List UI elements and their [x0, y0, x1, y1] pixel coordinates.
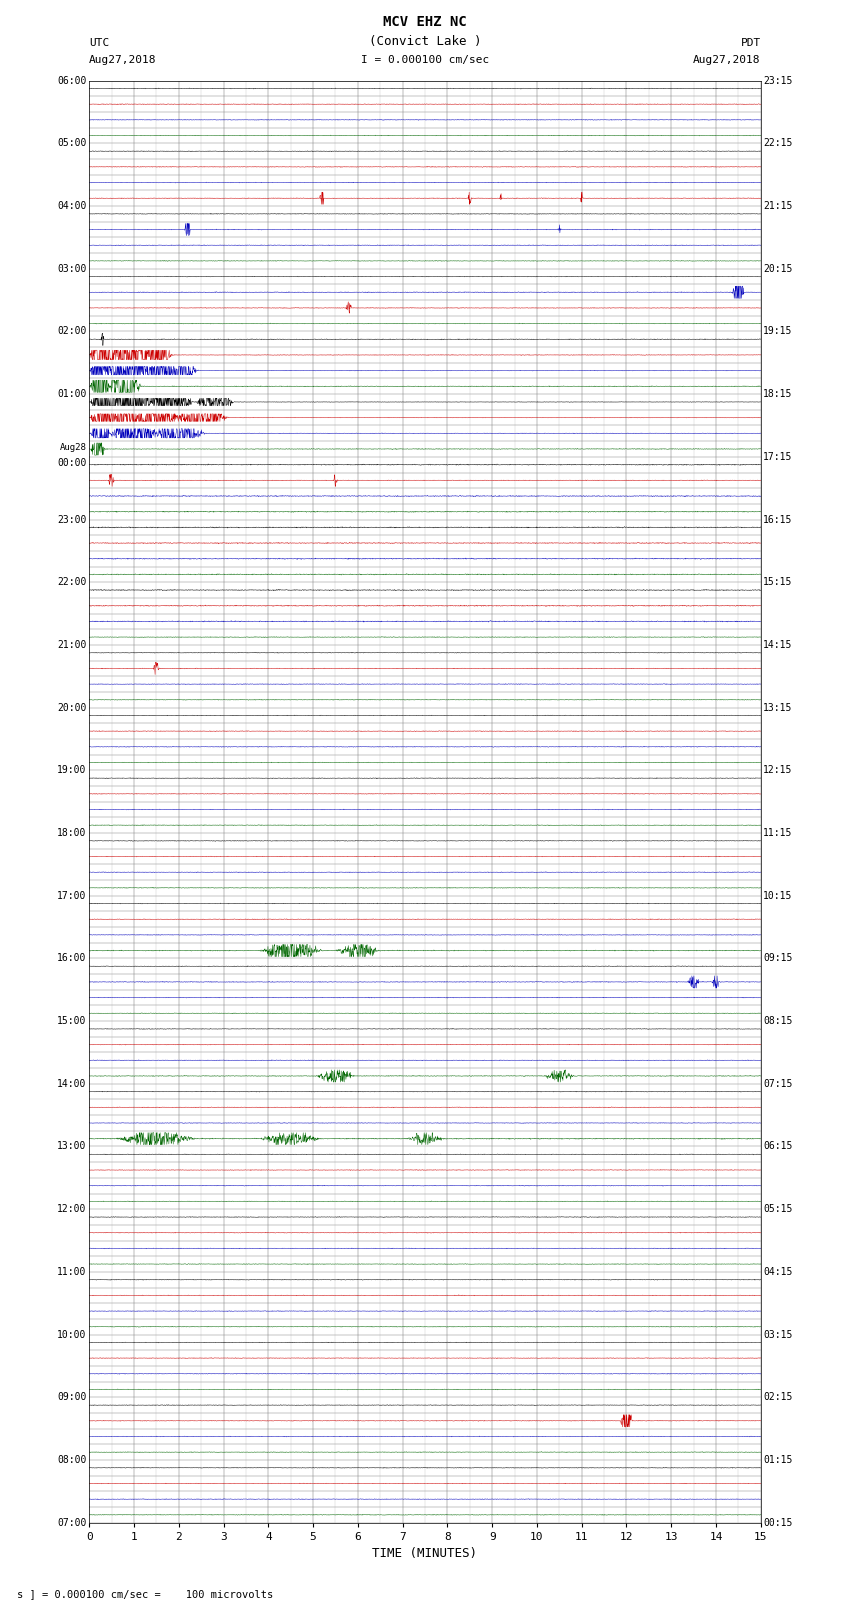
- Text: 13:15: 13:15: [763, 703, 793, 713]
- Text: PDT: PDT: [740, 39, 761, 48]
- Text: 16:00: 16:00: [57, 953, 87, 963]
- Text: Aug28: Aug28: [60, 444, 87, 452]
- Text: 22:15: 22:15: [763, 139, 793, 148]
- Text: 16:15: 16:15: [763, 515, 793, 524]
- Text: 12:00: 12:00: [57, 1205, 87, 1215]
- Text: 18:15: 18:15: [763, 389, 793, 398]
- Text: 15:00: 15:00: [57, 1016, 87, 1026]
- Text: 14:00: 14:00: [57, 1079, 87, 1089]
- Text: 00:15: 00:15: [763, 1518, 793, 1528]
- Text: UTC: UTC: [89, 39, 110, 48]
- Text: 05:00: 05:00: [57, 139, 87, 148]
- Text: 07:00: 07:00: [57, 1518, 87, 1528]
- Text: 09:15: 09:15: [763, 953, 793, 963]
- Text: 03:15: 03:15: [763, 1329, 793, 1339]
- Text: 02:15: 02:15: [763, 1392, 793, 1402]
- Text: 11:15: 11:15: [763, 827, 793, 839]
- X-axis label: TIME (MINUTES): TIME (MINUTES): [372, 1547, 478, 1560]
- Text: 06:00: 06:00: [57, 76, 87, 85]
- Text: 22:00: 22:00: [57, 577, 87, 587]
- Text: 19:00: 19:00: [57, 765, 87, 776]
- Text: 06:15: 06:15: [763, 1142, 793, 1152]
- Text: 08:00: 08:00: [57, 1455, 87, 1465]
- Text: 01:15: 01:15: [763, 1455, 793, 1465]
- Text: 19:15: 19:15: [763, 326, 793, 337]
- Text: (Convict Lake ): (Convict Lake ): [369, 35, 481, 48]
- Text: 10:00: 10:00: [57, 1329, 87, 1339]
- Text: 13:00: 13:00: [57, 1142, 87, 1152]
- Text: 20:15: 20:15: [763, 265, 793, 274]
- Text: Aug27,2018: Aug27,2018: [89, 55, 156, 65]
- Text: 04:15: 04:15: [763, 1266, 793, 1277]
- Text: Aug27,2018: Aug27,2018: [694, 55, 761, 65]
- Text: 17:00: 17:00: [57, 890, 87, 900]
- Text: 12:15: 12:15: [763, 765, 793, 776]
- Text: 03:00: 03:00: [57, 265, 87, 274]
- Text: 07:15: 07:15: [763, 1079, 793, 1089]
- Text: 05:15: 05:15: [763, 1205, 793, 1215]
- Text: 09:00: 09:00: [57, 1392, 87, 1402]
- Text: 00:00: 00:00: [57, 458, 87, 468]
- Text: 23:15: 23:15: [763, 76, 793, 85]
- Text: 15:15: 15:15: [763, 577, 793, 587]
- Text: 11:00: 11:00: [57, 1266, 87, 1277]
- Text: 17:15: 17:15: [763, 452, 793, 461]
- Text: 08:15: 08:15: [763, 1016, 793, 1026]
- Text: 18:00: 18:00: [57, 827, 87, 839]
- Text: MCV EHZ NC: MCV EHZ NC: [383, 15, 467, 29]
- Text: 21:00: 21:00: [57, 640, 87, 650]
- Text: 23:00: 23:00: [57, 515, 87, 524]
- Text: 04:00: 04:00: [57, 202, 87, 211]
- Text: 14:15: 14:15: [763, 640, 793, 650]
- Text: s ] = 0.000100 cm/sec =    100 microvolts: s ] = 0.000100 cm/sec = 100 microvolts: [17, 1589, 273, 1598]
- Text: 01:00: 01:00: [57, 389, 87, 398]
- Text: 20:00: 20:00: [57, 703, 87, 713]
- Text: 21:15: 21:15: [763, 202, 793, 211]
- Text: 02:00: 02:00: [57, 326, 87, 337]
- Text: 10:15: 10:15: [763, 890, 793, 900]
- Text: I = 0.000100 cm/sec: I = 0.000100 cm/sec: [361, 55, 489, 65]
